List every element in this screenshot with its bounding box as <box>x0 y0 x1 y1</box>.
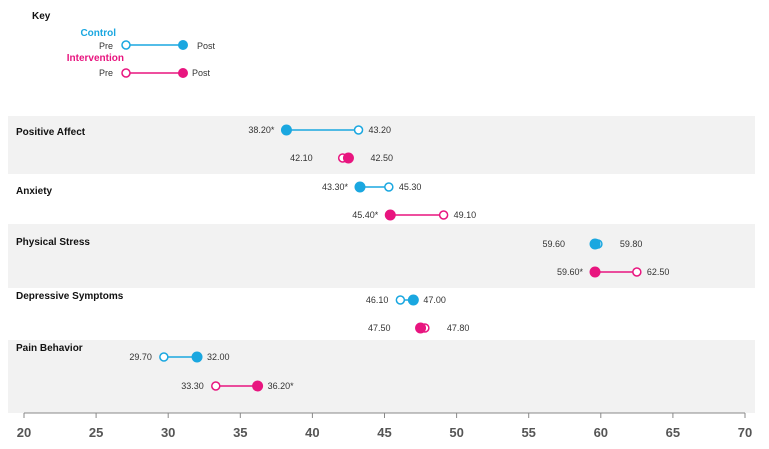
pre-marker <box>384 182 394 192</box>
legend-control-pre-marker <box>121 40 131 50</box>
value-label: 45.40* <box>352 210 379 220</box>
post-marker <box>354 181 366 193</box>
category-band <box>8 340 755 413</box>
category-band <box>8 224 755 288</box>
pre-marker <box>353 125 364 135</box>
value-label: 38.20* <box>248 125 275 135</box>
value-label: 42.50 <box>370 153 393 163</box>
post-marker <box>589 266 601 278</box>
value-label: 49.10 <box>454 210 477 220</box>
x-tick-label: 20 <box>17 425 31 440</box>
legend-title: Key <box>32 11 51 22</box>
x-tick-label: 55 <box>521 425 535 440</box>
category-labels: Positive Affect Anxiety Physical Stress Dep… <box>16 127 124 354</box>
category-label: Pain Behavior <box>16 343 83 354</box>
category-label: Positive Affect <box>16 127 86 138</box>
value-label: 59.60* <box>557 267 584 277</box>
value-label: 47.80 <box>447 323 470 333</box>
legend: Key Control Pre Post Intervention Pre Po… <box>32 11 216 78</box>
value-label: 46.10 <box>366 295 389 305</box>
category-label: Depressive Symptoms <box>16 291 124 302</box>
pre-marker <box>395 295 406 305</box>
legend-intervention-pre-marker <box>121 68 131 78</box>
value-label: 43.30* <box>322 182 349 192</box>
x-tick-label: 25 <box>89 425 103 440</box>
legend-control-post-marker <box>178 40 188 50</box>
value-label: 42.10 <box>290 153 313 163</box>
value-label: 59.60 <box>543 239 566 249</box>
post-marker <box>415 322 427 334</box>
category-bands <box>8 116 755 413</box>
x-axis: 20 25 30 35 40 45 50 55 60 65 70 <box>17 412 752 440</box>
value-label: 62.50 <box>647 267 670 277</box>
x-tick-label: 45 <box>377 425 391 440</box>
x-tick-label: 60 <box>594 425 608 440</box>
post-marker <box>342 152 354 164</box>
legend-intervention-pre-label: Pre <box>99 68 113 78</box>
legend-intervention-label: Intervention <box>67 53 124 64</box>
post-marker <box>280 124 292 136</box>
legend-control-label: Control <box>80 28 116 39</box>
category-label: Physical Stress <box>16 237 90 248</box>
legend-control-post-label: Post <box>197 41 216 51</box>
legend-intervention-post-label: Post <box>192 68 211 78</box>
pre-marker <box>632 267 642 277</box>
category-label: Anxiety <box>16 186 53 197</box>
legend-intervention-post-marker <box>178 68 188 78</box>
x-tick-label: 30 <box>161 425 175 440</box>
value-label: 43.20 <box>369 125 392 135</box>
value-label: 47.00 <box>423 295 446 305</box>
data-marks: 38.20* 43.20 42.10 42.50 43.30* 45.30 45.40* 49… <box>129 124 670 392</box>
pre-marker <box>159 352 169 362</box>
legend-control-pre-label: Pre <box>99 41 113 51</box>
x-tick-label: 40 <box>305 425 319 440</box>
post-marker <box>384 209 396 221</box>
x-tick-label: 35 <box>233 425 247 440</box>
category-band <box>8 116 755 174</box>
pre-marker <box>438 210 449 220</box>
value-label: 59.80 <box>620 239 643 249</box>
value-label: 36.20* <box>268 381 295 391</box>
value-label: 32.00 <box>207 352 230 362</box>
x-tick-label: 50 <box>449 425 463 440</box>
post-marker <box>407 294 419 306</box>
post-marker <box>252 380 264 392</box>
value-label: 47.50 <box>368 323 391 333</box>
x-tick-label: 70 <box>738 425 752 440</box>
post-marker <box>589 238 601 250</box>
pre-marker <box>211 381 221 391</box>
value-label: 45.30 <box>399 182 422 192</box>
value-label: 33.30 <box>181 381 204 391</box>
value-label: 29.70 <box>129 352 152 362</box>
x-tick-label: 65 <box>666 425 680 440</box>
post-marker <box>191 351 203 363</box>
